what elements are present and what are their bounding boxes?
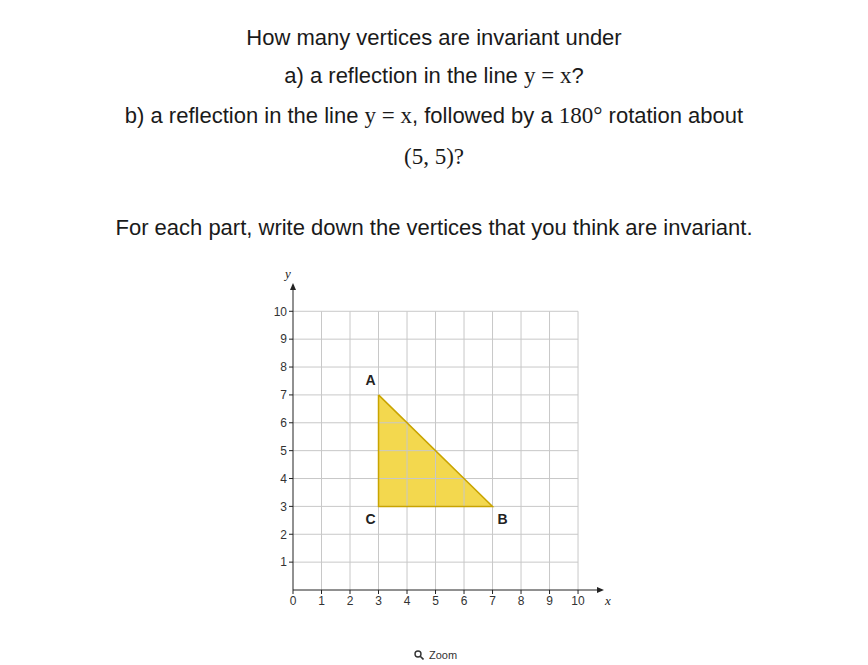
svg-text:2: 2 (280, 528, 287, 542)
svg-text:7: 7 (280, 388, 287, 402)
svg-text:3: 3 (280, 500, 287, 514)
svg-text:4: 4 (280, 472, 287, 486)
html-text:How many vertices are invarian: How many vertices are invariant under (246, 25, 622, 50)
svg-text:8: 8 (280, 360, 287, 374)
svg-text:1: 1 (280, 555, 287, 569)
svg-text:3: 3 (375, 594, 382, 608)
html-text:For each part, write down the: For each part, write down the vertices t… (115, 215, 753, 240)
html-text:y: y (285, 266, 291, 281)
svg-text:6: 6 (461, 594, 468, 608)
svg-text:0: 0 (290, 594, 297, 608)
html-text:x: x (605, 593, 611, 608)
svg-text:2: 2 (347, 594, 354, 608)
svg-text:C: C (365, 511, 375, 527)
svg-text:4: 4 (404, 594, 411, 608)
html-text:b) a reflection in the line y: b) a reflection in the line y = x, follo… (124, 103, 744, 128)
svg-text:5: 5 (280, 444, 287, 458)
svg-text:5: 5 (432, 594, 439, 608)
svg-text:1: 1 (318, 594, 325, 608)
svg-text:B: B (497, 511, 507, 527)
html-text:a) a reflection in the line y: a) a reflection in the line y = x? (284, 63, 584, 88)
svg-text:A: A (365, 372, 375, 388)
svg-text:9: 9 (280, 332, 287, 346)
svg-text:10: 10 (571, 594, 585, 608)
svg-text:8: 8 (518, 594, 525, 608)
html-text:Zoom: Zoom (429, 649, 458, 661)
svg-text:9: 9 (546, 594, 553, 608)
svg-text:6: 6 (280, 416, 287, 430)
svg-text:7: 7 (489, 594, 496, 608)
html-text:(5, 5)?: (5, 5)? (404, 144, 464, 169)
svg-text:10: 10 (274, 305, 288, 319)
